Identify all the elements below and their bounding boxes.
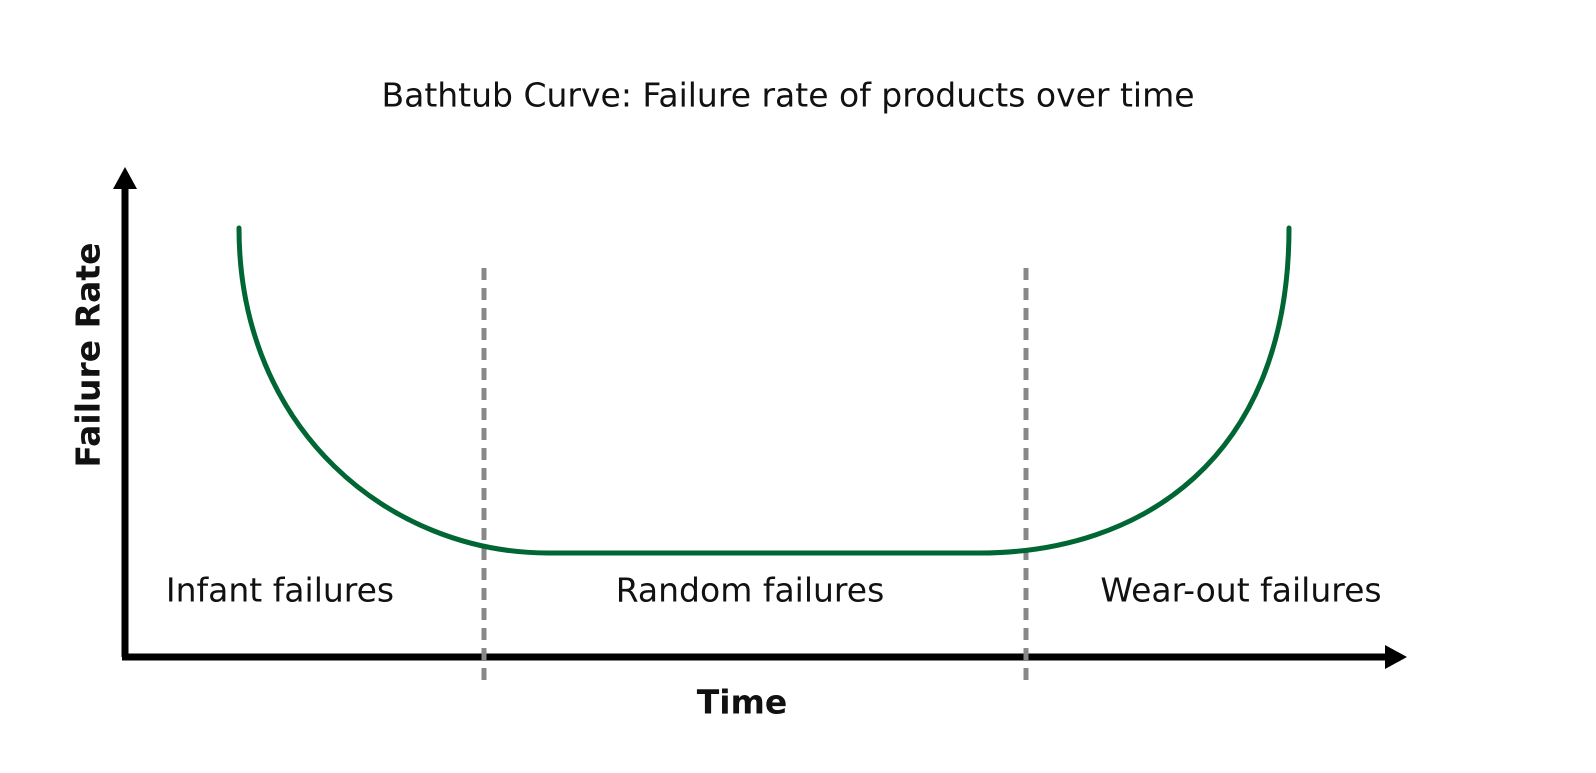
region-label: Infant failures [166,571,394,610]
bathtub-curve [236,225,1292,556]
region-label: Wear-out failures [1100,571,1381,610]
y-axis-label: Failure Rate [69,243,108,468]
title: Bathtub Curve: Failure rate of products … [381,76,1194,115]
region-label: Random failures [616,571,885,610]
x-axis-label: Time [697,683,788,722]
x-axis-arrow [1385,645,1407,669]
y-axis-arrow [113,167,137,189]
